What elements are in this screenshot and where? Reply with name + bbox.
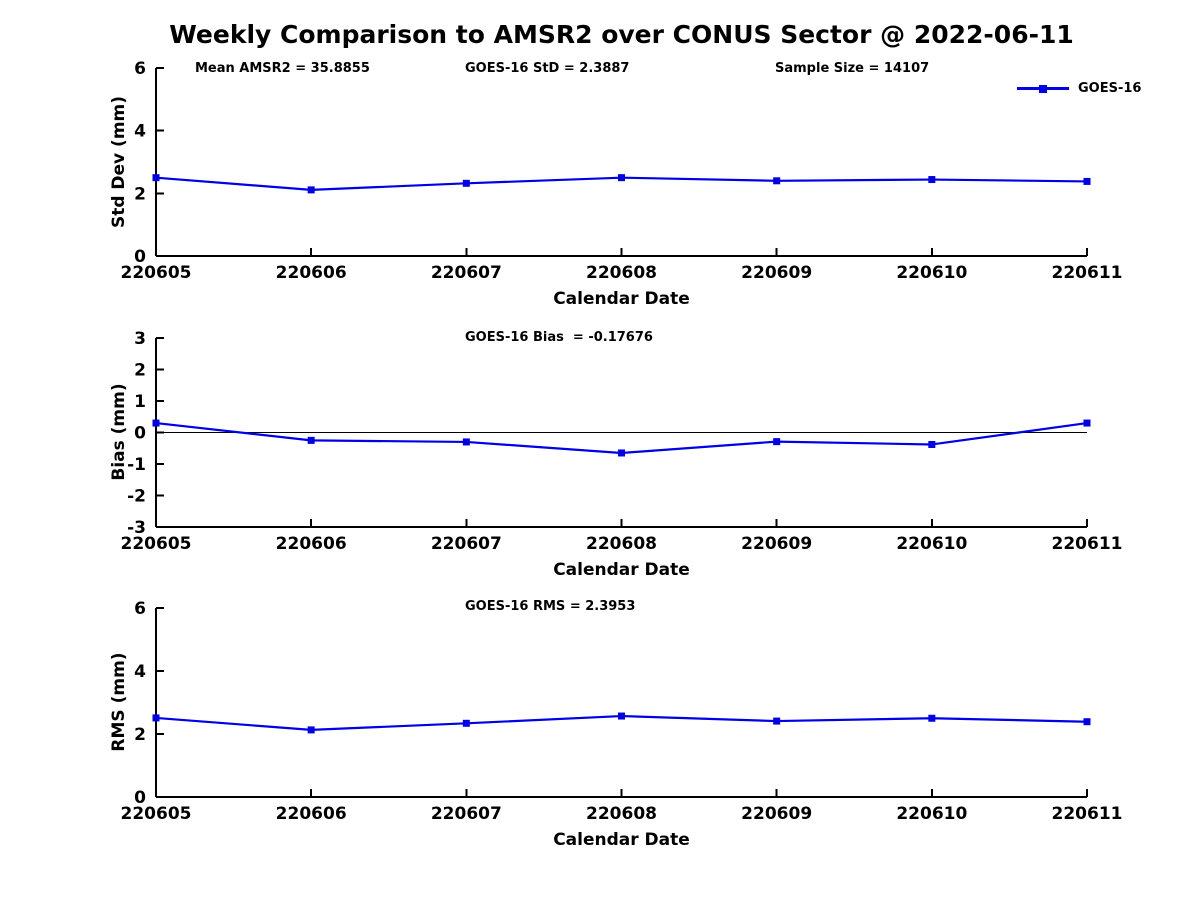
stat-sample-size: Sample Size = 14107 <box>775 61 930 76</box>
x-tick-label: 220611 <box>1052 534 1123 554</box>
data-point-marker <box>1083 718 1091 726</box>
x-tick-label: 220607 <box>431 534 502 554</box>
x-tick-label: 220605 <box>121 534 192 554</box>
stat-goes16-rms: GOES-16 RMS = 2.3953 <box>465 599 636 614</box>
legend-line-sample <box>1017 84 1069 93</box>
y-tick-label: -2 <box>127 487 146 507</box>
data-point-marker <box>307 726 315 734</box>
data-point-marker <box>462 719 470 727</box>
data-point-marker <box>152 419 160 427</box>
data-point-marker <box>773 177 781 185</box>
y-tick-label: -1 <box>127 455 146 475</box>
data-line <box>155 421 1088 455</box>
data-point-marker <box>152 714 160 722</box>
data-point-marker <box>618 174 625 182</box>
y-tick-label: 2 <box>134 361 146 381</box>
x-tick-label: 220611 <box>1052 804 1123 824</box>
data-point-marker <box>928 440 936 448</box>
y-axis-label-rms: RMS (mm) <box>109 652 129 752</box>
figure-title: Weekly Comparison to AMSR2 over CONUS Se… <box>169 20 1074 49</box>
x-tick-label: 220609 <box>741 534 812 554</box>
data-point-marker <box>773 438 781 446</box>
y-tick-label: 2 <box>134 184 146 204</box>
y-tick-label: 0 <box>134 788 146 808</box>
y-tick-label: 4 <box>134 662 146 682</box>
data-point-marker <box>307 436 315 444</box>
stat-goes16-std: GOES-16 StD = 2.3887 <box>465 61 630 76</box>
data-point-marker <box>1083 419 1091 427</box>
stat-mean-amsr2: Mean AMSR2 = 35.8855 <box>195 61 370 76</box>
data-line <box>155 714 1088 732</box>
y-tick-label: 1 <box>134 392 146 412</box>
x-tick-label: 220605 <box>121 263 192 283</box>
y-tick-label: 0 <box>134 424 146 444</box>
x-tick-label: 220610 <box>896 804 967 824</box>
x-tick-label: 220610 <box>896 263 967 283</box>
data-point-marker <box>152 174 160 182</box>
data-point-marker <box>1083 177 1091 185</box>
data-point-marker <box>928 714 936 722</box>
stat-goes16-bias: GOES-16 Bias = -0.17676 <box>465 330 653 345</box>
x-tick-label: 220609 <box>741 263 812 283</box>
y-tick-label: 4 <box>134 122 146 142</box>
x-axis-label-bottom: Calendar Date <box>553 830 690 850</box>
x-tick-label: 220607 <box>431 263 502 283</box>
data-point-marker <box>928 176 936 184</box>
x-tick-label: 220608 <box>586 263 657 283</box>
legend-marker-icon <box>1039 84 1047 93</box>
data-point-marker <box>773 717 781 725</box>
data-point-marker <box>462 179 470 187</box>
x-tick-label: 220609 <box>741 804 812 824</box>
x-tick-label: 220608 <box>586 804 657 824</box>
y-tick-label: 6 <box>134 59 146 79</box>
y-tick-label: 6 <box>134 599 146 619</box>
x-axis-label-middle: Calendar Date <box>553 560 690 580</box>
y-tick-label: 0 <box>134 247 146 267</box>
y-axis-label-bias: Bias (mm) <box>109 383 129 481</box>
x-tick-label: 220608 <box>586 534 657 554</box>
x-tick-label: 220606 <box>276 263 347 283</box>
x-axis-label-top: Calendar Date <box>553 289 690 309</box>
data-line <box>155 176 1088 191</box>
x-tick-label: 220605 <box>121 804 192 824</box>
data-point-marker <box>618 712 625 720</box>
data-point-marker <box>462 438 470 446</box>
legend: GOES-16 <box>1017 81 1141 96</box>
x-tick-label: 220606 <box>276 534 347 554</box>
y-tick-label: 2 <box>134 725 146 745</box>
y-tick-label: -3 <box>127 518 146 538</box>
data-point-marker <box>307 186 315 194</box>
x-tick-label: 220610 <box>896 534 967 554</box>
data-point-marker <box>618 449 625 457</box>
y-axis-label-stddev: Std Dev (mm) <box>109 95 129 229</box>
x-tick-label: 220611 <box>1052 263 1123 283</box>
y-tick-label: 3 <box>134 329 146 349</box>
legend-label: GOES-16 <box>1078 81 1142 96</box>
x-tick-label: 220606 <box>276 804 347 824</box>
x-tick-label: 220607 <box>431 804 502 824</box>
